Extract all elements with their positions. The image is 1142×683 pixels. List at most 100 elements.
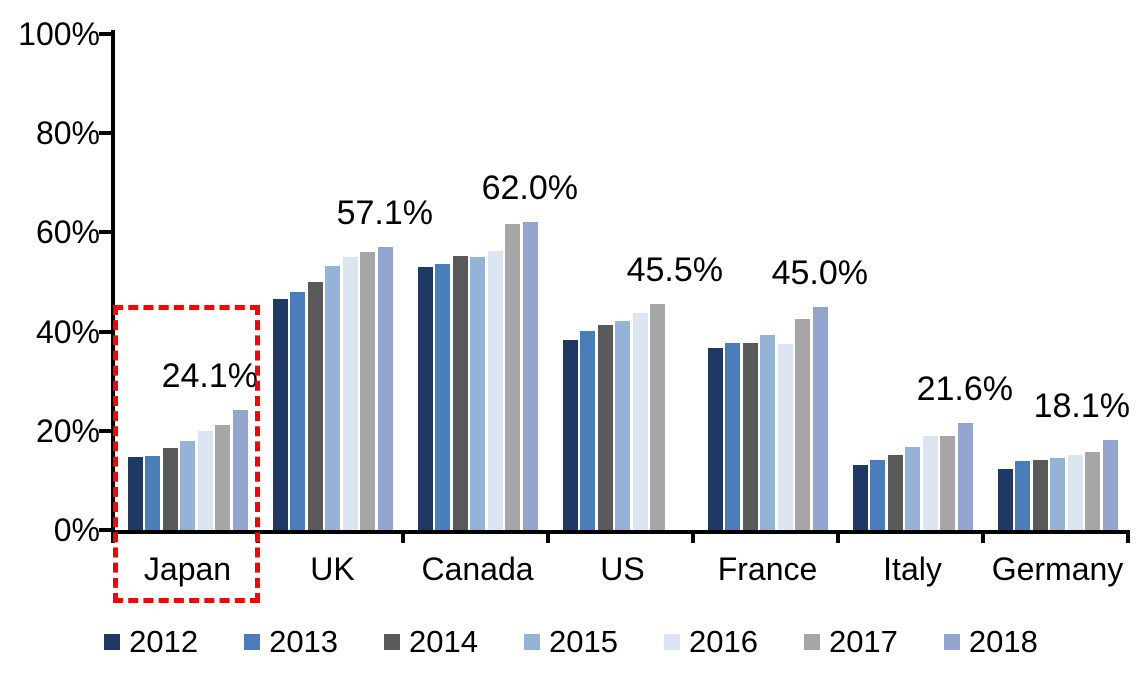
legend-label-2017: 2017 [828,624,898,659]
bar-canada-2013 [435,264,450,530]
bar-us-2012 [562,340,578,530]
bar-uk-2013 [290,291,305,530]
bar-germany-2017 [1085,451,1100,530]
bar-germany-2012 [997,468,1013,530]
bar-japan-2012 [127,457,143,530]
bar-france-2016 [777,344,793,530]
bar-france-2014 [742,342,758,530]
y-axis-tick-label: 20% [35,412,100,449]
bar-uk-2018 [377,246,393,530]
y-axis-tick-mark [99,230,113,235]
bar-uk-2015 [325,266,340,530]
x-axis-tick-mark [256,534,260,543]
y-axis-tick-label: 40% [35,313,100,350]
y-axis-tick-mark [99,329,113,334]
bar-japan-2015 [180,441,195,530]
legend-label-2013: 2013 [269,624,339,659]
bar-canada-2017 [505,223,520,530]
data-label-germany: 18.1% [1033,387,1130,426]
bar-france-2018 [812,306,828,530]
x-axis-tick-mark [546,534,550,543]
legend-label-2016: 2016 [688,624,758,659]
x-axis-tick-mark [691,534,695,543]
legend-label-2015: 2015 [549,624,618,659]
bar-canada-2018 [522,222,538,530]
legend-item-2015: 2015 [524,625,618,659]
bar-uk-2014 [307,282,323,530]
data-label-italy: 21.6% [916,369,1013,408]
bar-japan-2016 [197,430,213,530]
bar-germany-2018 [1102,440,1118,530]
bar-italy-2013 [870,460,885,530]
bar-france-2013 [725,343,740,530]
y-axis-tick-mark [99,528,113,532]
data-label-france: 45.0% [771,253,868,292]
legend-swatch-2018 [943,634,960,650]
category-label-japan: Japan [143,551,232,587]
bar-uk-2017 [360,252,375,530]
category-label-us: US [600,551,645,587]
category-label-france: France [717,551,818,587]
bar-us-2013 [580,331,595,530]
bar-japan-2018 [232,410,248,530]
legend-item-2013: 2013 [244,625,338,659]
bar-france-2012 [707,348,723,530]
y-axis-tick-mark [99,428,113,433]
bar-us-2016 [632,313,648,530]
x-axis-tick-mark [1126,534,1130,543]
bar-group-us: 45.5% [550,34,723,530]
category-label-uk: UK [310,551,355,587]
x-axis-tick-mark [981,534,985,543]
bar-us-2014 [597,325,613,530]
legend-swatch-2013 [244,634,261,650]
bar-italy-2017 [940,435,955,530]
bar-italy-2014 [887,454,903,530]
bar-france-2017 [795,319,810,530]
category-label-italy: Italy [883,551,942,587]
legend-swatch-2012 [104,634,121,650]
bar-germany-2016 [1067,454,1083,530]
bar-japan-2014 [162,448,178,530]
data-label-canada: 62.0% [481,169,578,208]
bar-group-france: 45.0% [695,34,868,530]
bar-uk-2012 [272,299,288,530]
y-axis-tick-label: 60% [35,214,100,251]
bar-canada-2012 [417,266,433,530]
bar-germany-2015 [1050,457,1065,530]
y-axis-tick-label: 100% [18,16,100,52]
bar-germany-2014 [1032,459,1048,530]
bar-uk-2016 [342,257,358,530]
legend-label-2014: 2014 [409,624,479,659]
y-axis-tick-mark [99,131,113,136]
legend-swatch-2017 [803,634,820,650]
bar-canada-2014 [452,256,468,530]
y-axis-tick-label: 0% [53,512,100,548]
bar-canada-2016 [487,250,503,530]
bar-italy-2015 [905,447,920,530]
bar-japan-2013 [145,455,160,530]
legend-label-2018: 2018 [968,624,1038,659]
legend-item-2014: 2014 [384,625,478,659]
legend-swatch-2014 [384,634,401,650]
bar-italy-2016 [922,436,938,530]
data-label-uk: 57.1% [336,193,433,232]
bar-us-2015 [615,320,630,530]
category-label-germany: Germany [991,551,1124,587]
bar-us-2017 [650,304,665,530]
bar-group-germany: 18.1% [985,34,1130,530]
category-axis-labels: Japan UK Canada US France Italy Germany [115,551,1130,587]
legend-item-2018: 2018 [943,624,1038,659]
bar-italy-2018 [957,422,973,530]
y-axis-tick-mark [99,32,113,36]
legend-item-2012: 2012 [104,625,198,659]
category-label-canada: Canada [421,551,534,587]
bar-canada-2015 [470,257,485,530]
legend-swatch-2015 [524,634,541,650]
bar-italy-2012 [852,464,868,530]
legend-item-2017: 2017 [803,624,898,659]
x-axis-tick-mark [401,534,405,543]
legend-swatch-2016 [663,634,680,650]
bar-group-canada: 62.0% [405,34,578,530]
legend: 2012 2013 2014 2015 2016 2017 2018 [0,625,1142,659]
bar-japan-2017 [215,424,230,530]
